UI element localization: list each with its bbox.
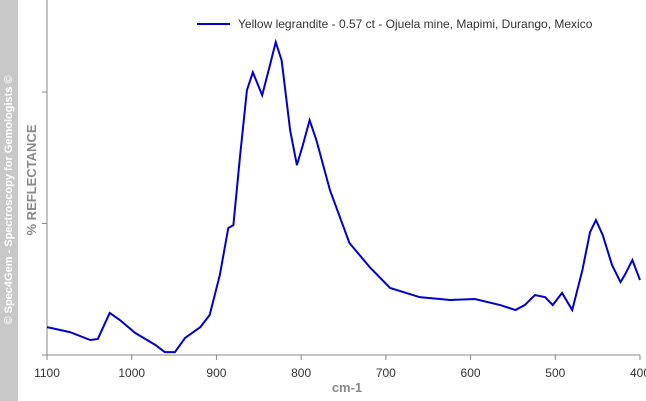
x-tick-label: 900 — [206, 366, 226, 380]
x-tick-label: 500 — [545, 366, 565, 380]
x-tick-label: 700 — [376, 366, 396, 380]
x-tick-label: 800 — [291, 366, 311, 380]
watermark: © Spec4Gem - Spectroscopy for Gemologist… — [3, 75, 15, 324]
x-tick-label: 1000 — [118, 366, 145, 380]
x-tick-label: 600 — [461, 366, 481, 380]
data-line — [46, 38, 641, 354]
x-axis-label: cm-1 — [332, 380, 362, 395]
x-tick-label: 1100 — [34, 366, 60, 380]
watermark-band — [0, 0, 18, 401]
x-tick-label: 400 — [630, 366, 646, 380]
legend-label: Yellow legrandite - 0.57 ct - Ojuela min… — [238, 17, 593, 31]
y-axis-label: % REFLECTANCE — [24, 124, 39, 235]
